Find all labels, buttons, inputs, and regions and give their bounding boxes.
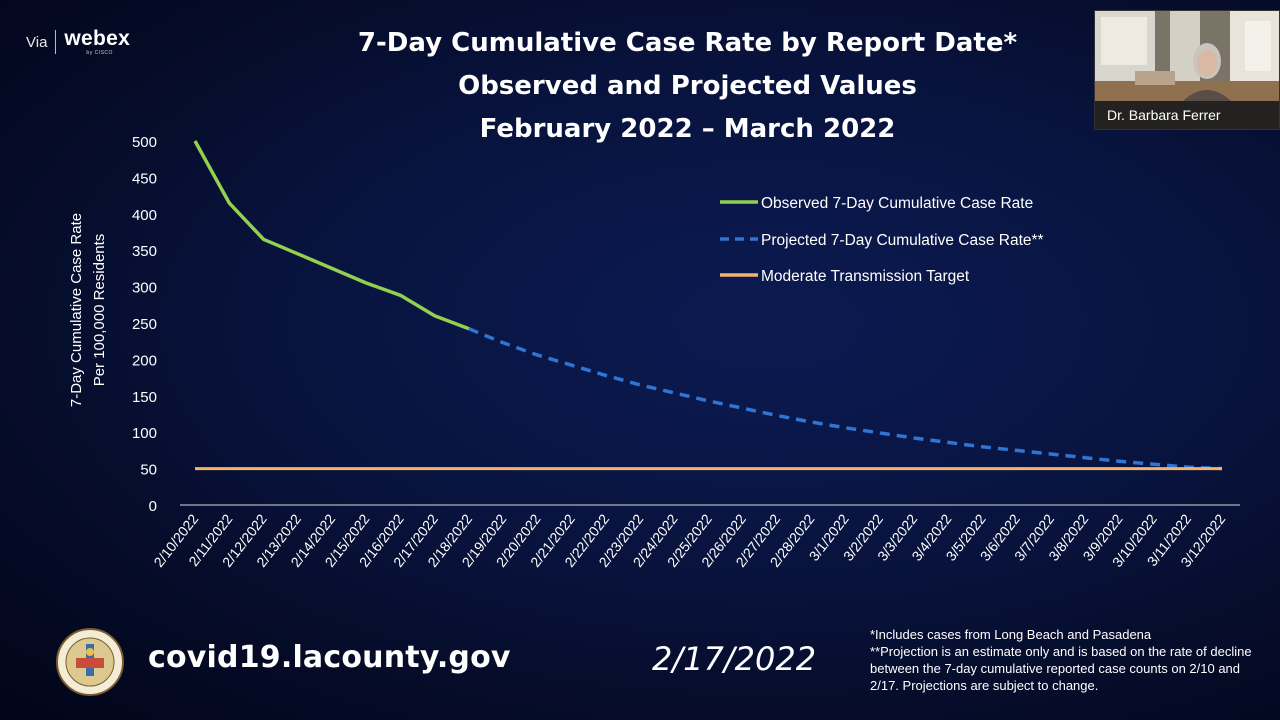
y-tick-label: 0: [149, 498, 157, 515]
chart-title: 7-Day Cumulative Case Rate by Report Dat…: [320, 22, 1055, 151]
y-tick-label: 250: [132, 316, 157, 333]
chart-series: [193, 140, 1223, 471]
title-line-2: Observed and Projected Values: [458, 71, 917, 101]
y-tick-label: 300: [132, 280, 157, 297]
title-line-3: February 2022 – March 2022: [479, 114, 896, 144]
county-url-link[interactable]: covid19.lacounty.gov: [148, 640, 511, 675]
y-axis-label-line-2: Per 100,000 Residents: [91, 234, 108, 387]
y-tick-label: 450: [132, 170, 157, 187]
webex-wordmark: webex: [64, 27, 131, 50]
series-line-1: [193, 140, 470, 331]
cisco-sub: by CISCO: [86, 50, 113, 56]
participant-name-label: Dr. Barbara Ferrer: [1095, 101, 1279, 129]
webex-branding: Via webex by CISCO: [26, 28, 130, 56]
webex-logo: webex by CISCO: [64, 28, 130, 56]
y-tick-label: 350: [132, 243, 157, 260]
y-tick-label: 500: [132, 134, 157, 151]
footnotes: *Includes cases from Long Beach and Pasa…: [870, 626, 1270, 694]
footnote-2: **Projection is an estimate only and is …: [870, 644, 1252, 693]
series-line-2: [468, 327, 1223, 471]
title-line-1: 7-Day Cumulative Case Rate by Report Dat…: [357, 28, 1018, 58]
legend-label-1: Observed 7-Day Cumulative Case Rate: [761, 195, 1033, 212]
chart-axes: 0501001502002503003504004505002/10/20222…: [132, 134, 1240, 570]
participant-video-tile[interactable]: Dr. Barbara Ferrer: [1094, 10, 1280, 130]
y-tick-label: 150: [132, 389, 157, 406]
y-axis-label-line-1: 7-Day Cumulative Case Rate: [68, 213, 85, 407]
legend-label-2: Projected 7-Day Cumulative Case Rate**: [761, 232, 1044, 249]
footnote-1: *Includes cases from Long Beach and Pasa…: [870, 627, 1152, 642]
la-county-seal-icon: [56, 628, 124, 696]
y-tick-label: 100: [132, 425, 157, 442]
legend-label-3: Moderate Transmission Target: [761, 268, 970, 285]
y-tick-label: 400: [132, 207, 157, 224]
brand-divider: [55, 30, 57, 54]
y-tick-label: 200: [132, 352, 157, 369]
y-tick-label: 50: [140, 462, 157, 479]
presentation-date: 2/17/2022: [652, 640, 817, 678]
via-label: Via: [26, 33, 48, 51]
chart-legend: Observed 7-Day Cumulative Case Rate Proje…: [720, 195, 1044, 285]
